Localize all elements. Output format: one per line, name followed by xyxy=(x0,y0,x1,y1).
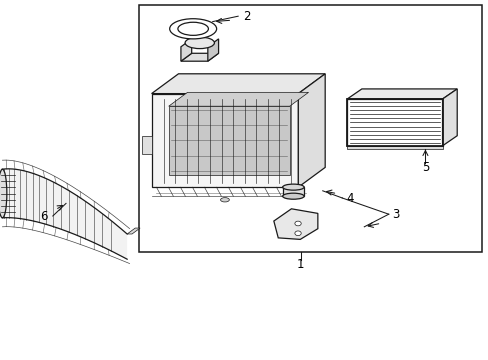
Polygon shape xyxy=(168,93,308,106)
Ellipse shape xyxy=(294,231,301,236)
Polygon shape xyxy=(127,228,140,234)
Polygon shape xyxy=(142,136,151,154)
Ellipse shape xyxy=(220,198,229,202)
Polygon shape xyxy=(151,74,325,94)
Text: 2: 2 xyxy=(243,10,250,23)
Polygon shape xyxy=(346,146,442,149)
Polygon shape xyxy=(442,89,456,146)
Polygon shape xyxy=(181,39,191,61)
Text: 5: 5 xyxy=(421,161,428,174)
Polygon shape xyxy=(273,209,317,239)
Polygon shape xyxy=(207,39,218,61)
Polygon shape xyxy=(168,106,289,175)
Bar xyxy=(282,187,304,196)
Polygon shape xyxy=(346,99,442,146)
Bar xyxy=(346,99,442,146)
Ellipse shape xyxy=(0,169,7,218)
Ellipse shape xyxy=(294,221,301,226)
Ellipse shape xyxy=(169,19,216,39)
Ellipse shape xyxy=(178,22,208,35)
Polygon shape xyxy=(181,53,218,61)
Polygon shape xyxy=(2,169,127,259)
Polygon shape xyxy=(346,89,456,99)
Text: 4: 4 xyxy=(345,192,353,204)
Bar xyxy=(139,5,481,252)
Text: 6: 6 xyxy=(40,210,48,222)
Text: 3: 3 xyxy=(391,208,399,221)
Ellipse shape xyxy=(185,37,214,49)
Ellipse shape xyxy=(282,193,304,199)
Ellipse shape xyxy=(282,184,304,190)
Text: 1: 1 xyxy=(296,258,304,271)
Polygon shape xyxy=(298,74,325,187)
Polygon shape xyxy=(151,94,298,187)
